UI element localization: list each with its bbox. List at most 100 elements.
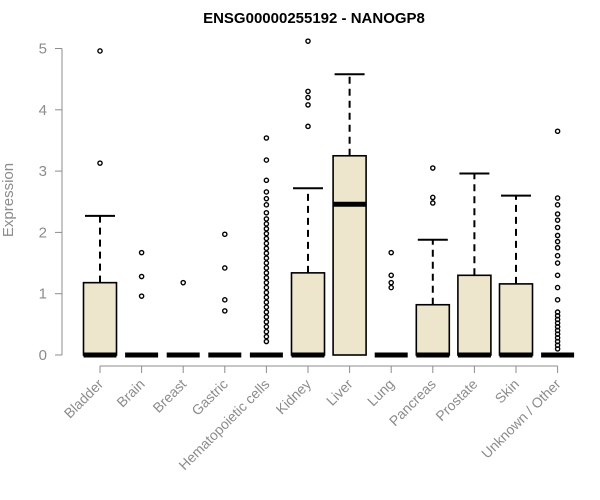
outlier-point <box>554 309 561 315</box>
outlier-point <box>263 279 270 286</box>
box <box>82 281 118 356</box>
outlier-point <box>554 211 561 217</box>
x-tick-label: Brain <box>113 376 147 410</box>
outlier-point <box>263 304 270 310</box>
outlier-point <box>263 230 270 237</box>
outlier-point <box>263 177 270 184</box>
outlier-point <box>388 279 395 286</box>
outlier-point <box>388 249 395 256</box>
box-group <box>415 165 451 358</box>
outlier-point <box>263 250 270 257</box>
x-tick-label: Lung <box>364 376 397 409</box>
outlier-point <box>180 279 186 286</box>
outlier-point <box>554 284 561 291</box>
outlier-point <box>263 338 270 345</box>
outlier-point <box>221 231 228 238</box>
outlier-point <box>305 102 311 108</box>
outlier-point <box>138 249 145 256</box>
outlier-point <box>263 216 270 222</box>
boxes-layer <box>82 38 575 358</box>
outlier-point <box>429 194 436 201</box>
outlier-point <box>554 238 561 245</box>
box-group <box>125 249 159 358</box>
box <box>457 274 492 356</box>
outlier-point <box>263 135 270 141</box>
y-tick-label: 1 <box>39 286 47 303</box>
y-axis: 0 1 2 3 4 5 <box>39 41 63 364</box>
outlier-point <box>305 123 311 130</box>
box-group <box>374 249 408 358</box>
outlier-point <box>305 88 311 95</box>
y-tick-label: 0 <box>39 347 47 364</box>
outlier-point <box>554 128 561 135</box>
box-group <box>249 135 283 358</box>
outlier-point <box>263 270 270 276</box>
outlier-point <box>97 48 103 54</box>
outlier-point <box>263 189 270 195</box>
box <box>290 272 326 356</box>
outlier-point <box>388 284 395 291</box>
x-tick-label: Liver <box>323 376 356 409</box>
outlier-point <box>263 240 270 247</box>
outlier-point <box>263 255 270 261</box>
y-axis-label: Expression <box>0 163 17 237</box>
outlier-point <box>97 160 103 166</box>
outlier-point <box>263 324 270 330</box>
outlier-point <box>263 314 270 320</box>
outlier-point <box>263 260 270 266</box>
outlier-point <box>263 319 270 325</box>
outlier-point <box>138 273 145 280</box>
outlier-point <box>388 272 395 279</box>
x-tick-label: Breast <box>149 376 189 416</box>
x-tick-label: Unknown / Other <box>478 376 564 462</box>
outlier-point <box>554 232 561 239</box>
outlier-point <box>263 245 270 252</box>
outlier-point <box>554 244 561 251</box>
outlier-point <box>263 299 270 306</box>
outlier-point <box>554 195 561 201</box>
box-group <box>332 73 367 356</box>
outlier-point <box>554 260 561 266</box>
outlier-point <box>305 94 311 101</box>
outlier-point <box>263 294 270 301</box>
outlier-point <box>263 274 270 281</box>
box-group <box>498 194 534 358</box>
outlier-point <box>263 195 270 202</box>
outlier-point <box>263 289 270 296</box>
outlier-point <box>429 200 436 206</box>
outlier-point <box>263 209 270 216</box>
box-group <box>166 279 200 358</box>
x-tick-label: Skin <box>492 376 523 407</box>
y-tick-label: 3 <box>39 163 47 180</box>
outlier-point <box>263 284 270 291</box>
outlier-point <box>554 272 561 279</box>
box-group <box>208 231 242 358</box>
outlier-point <box>554 202 561 208</box>
chart-title: ENSG00000255192 - NANOGP8 <box>203 10 425 27</box>
outlier-point <box>263 333 270 340</box>
outlier-point <box>263 328 270 335</box>
x-tick-label: Bladder <box>61 376 107 422</box>
x-tick-label: Kidney <box>273 376 315 418</box>
box-group <box>290 38 326 358</box>
outlier-point <box>221 265 228 271</box>
outlier-point <box>263 235 270 242</box>
box-group <box>541 128 575 358</box>
box <box>415 303 451 356</box>
outlier-point <box>263 202 270 208</box>
y-tick-label: 2 <box>39 224 47 241</box>
outlier-point <box>263 221 270 227</box>
x-tick-label: Prostate <box>432 376 480 424</box>
outlier-point <box>263 157 270 163</box>
box-group <box>457 172 492 358</box>
y-tick-label: 4 <box>39 102 47 119</box>
outlier-point <box>221 297 228 303</box>
outlier-point <box>138 293 145 299</box>
box <box>498 283 534 356</box>
outlier-point <box>221 308 228 314</box>
outlier-point <box>263 225 270 232</box>
outlier-point <box>263 309 270 315</box>
outlier-point <box>263 265 270 271</box>
